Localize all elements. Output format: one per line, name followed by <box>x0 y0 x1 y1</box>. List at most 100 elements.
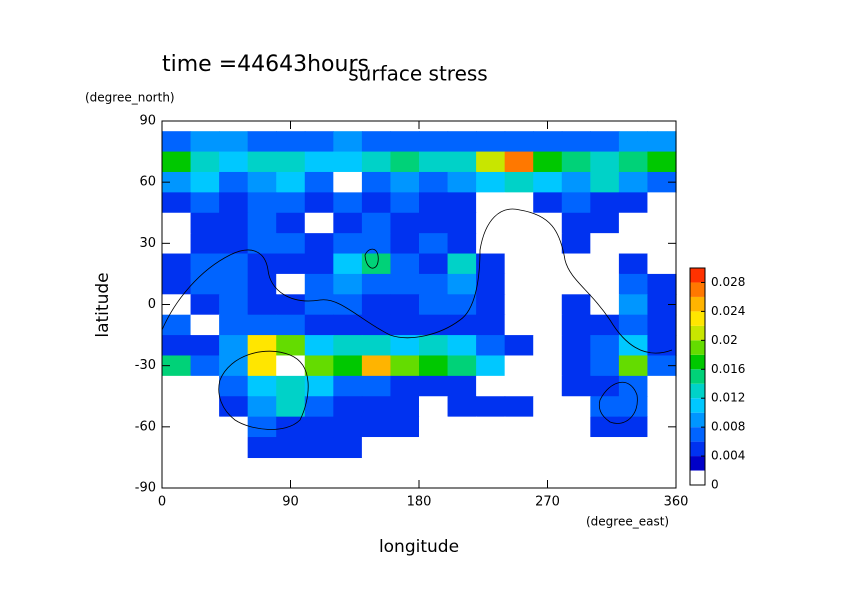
field-cell <box>533 314 563 336</box>
field-cell <box>647 396 677 418</box>
field-cell <box>219 253 249 275</box>
field-cell <box>390 171 420 193</box>
field-cell <box>162 212 192 234</box>
field-cell <box>618 273 649 295</box>
field-cell <box>190 273 220 295</box>
field-cell <box>647 192 677 214</box>
field-cell <box>504 151 534 173</box>
field-cell <box>419 212 449 234</box>
field-cell <box>219 171 249 193</box>
colorbar-tick-label: 0.02 <box>711 333 738 347</box>
field-cell <box>247 171 277 193</box>
field-cell <box>590 131 620 153</box>
field-cell <box>647 131 677 153</box>
field-cell <box>533 437 563 459</box>
field-cell <box>304 212 334 234</box>
field-cell <box>390 273 420 295</box>
colorbar-band <box>690 456 705 471</box>
field-cell <box>219 233 249 255</box>
field-cell <box>561 375 591 397</box>
field-cell <box>504 233 534 255</box>
field-cell <box>304 131 334 153</box>
field-cell <box>247 273 277 295</box>
field-cell <box>618 396 649 418</box>
colorbar-tick-label: 0.024 <box>711 304 745 318</box>
field-cell <box>162 396 192 418</box>
field-cell <box>304 355 334 377</box>
field-cell <box>419 151 449 173</box>
x-tick-label: 90 <box>282 495 299 510</box>
field-cell <box>504 294 534 316</box>
colorbar-band <box>690 369 705 384</box>
field-cell <box>247 437 277 459</box>
field-cell <box>533 212 563 234</box>
y-unit: (degree_north) <box>85 91 175 105</box>
field-cell <box>333 233 363 255</box>
x-tick-label: 360 <box>664 495 689 510</box>
field-cell <box>333 396 363 418</box>
field-cell <box>361 273 392 295</box>
field-cell <box>533 192 563 214</box>
field-cell <box>190 151 220 173</box>
field-cell <box>447 273 477 295</box>
field-cell <box>304 314 334 336</box>
field-cell <box>476 151 506 173</box>
field-cell <box>361 437 392 459</box>
field-cell <box>333 131 363 153</box>
colorbar-band <box>690 296 705 312</box>
colorbar-band <box>690 282 705 297</box>
field-cell <box>333 294 363 316</box>
field-cell <box>276 233 306 255</box>
field-cell <box>219 314 249 336</box>
field-cell <box>361 355 392 377</box>
field-cell <box>476 131 506 153</box>
field-cell <box>533 131 563 153</box>
colorbar-band <box>690 412 705 428</box>
field-cell <box>419 192 449 214</box>
field-cell <box>447 294 477 316</box>
field-cell <box>190 314 220 336</box>
field-cell <box>590 233 620 255</box>
field-cell <box>618 437 649 459</box>
field-cell <box>533 233 563 255</box>
field-cell <box>447 375 477 397</box>
field-cell <box>618 233 649 255</box>
field-cell <box>533 375 563 397</box>
field-cell <box>390 396 420 418</box>
field-cell <box>276 171 306 193</box>
field-cell <box>276 253 306 275</box>
field-cell <box>647 314 677 336</box>
field-cell <box>419 355 449 377</box>
field-cell <box>219 212 249 234</box>
y-tick-label: -60 <box>135 419 156 434</box>
field-cell <box>276 375 306 397</box>
field-cell <box>561 273 591 295</box>
field-cell <box>276 314 306 336</box>
field-cell <box>647 253 677 275</box>
field-cell <box>533 416 563 438</box>
field-cell <box>561 437 591 459</box>
field-cell <box>247 396 277 418</box>
field-cell <box>219 335 249 357</box>
colorbar-band <box>690 325 705 341</box>
y-tick-label: 0 <box>148 297 156 312</box>
field-cell <box>276 294 306 316</box>
field-cell <box>447 355 477 377</box>
field-cell <box>390 192 420 214</box>
y-tick-label: 60 <box>139 175 156 190</box>
field-cell <box>504 375 534 397</box>
field-cell <box>162 416 192 438</box>
colorbar-frame <box>689 267 706 486</box>
field-cell <box>390 335 420 357</box>
field-cell <box>361 151 392 173</box>
field-cell <box>419 131 449 153</box>
field-cell <box>618 192 649 214</box>
field-cell <box>390 294 420 316</box>
field-cell <box>276 355 306 377</box>
field-cell <box>304 375 334 397</box>
field-cell <box>590 396 620 418</box>
colorbar-band <box>690 427 705 442</box>
field-cell <box>304 335 334 357</box>
field-cell <box>361 233 392 255</box>
